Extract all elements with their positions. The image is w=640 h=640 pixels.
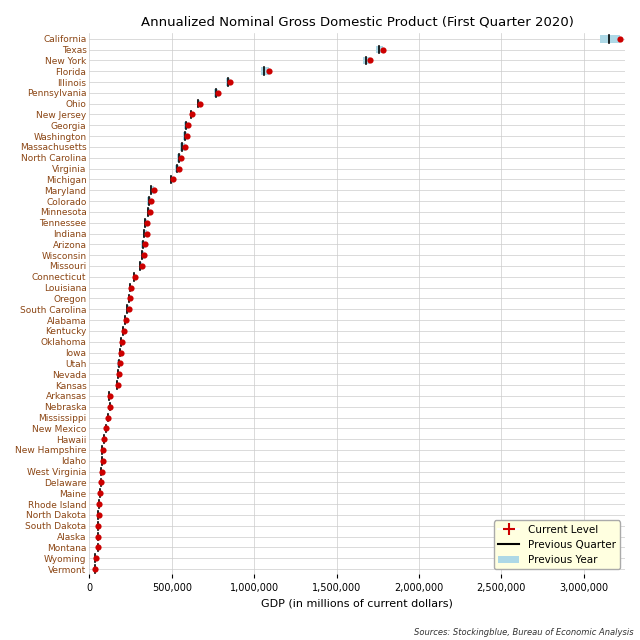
Bar [139,262,141,270]
Point [91,553,101,563]
Point [93,531,103,541]
Point [94,499,104,509]
Point [115,358,125,369]
Point [187,109,197,120]
Point [378,44,388,54]
Point [141,228,152,239]
Bar [175,165,179,172]
Point [145,207,155,217]
Bar [190,111,192,118]
X-axis label: GDP (in millions of current dollars): GDP (in millions of current dollars) [261,599,453,609]
Point [90,564,100,574]
Bar [180,143,185,151]
Bar [141,252,144,259]
Point [130,272,140,282]
Bar [105,424,106,432]
Bar [600,35,620,42]
Point [121,315,131,325]
Bar [143,219,147,227]
Bar [109,392,110,399]
Bar [99,490,100,497]
Legend: Current Level, Previous Quarter, Previous Year: Current Level, Previous Quarter, Previou… [494,520,620,569]
Point [149,185,159,195]
Point [125,293,135,303]
Bar [214,89,218,97]
Bar [117,360,120,367]
Point [139,250,149,260]
Bar [182,132,187,140]
Point [136,261,147,271]
Bar [150,186,154,194]
Bar [129,284,131,291]
Point [101,423,111,433]
Bar [363,56,371,64]
Bar [133,273,135,280]
Bar [147,197,151,205]
Bar [117,371,120,378]
Bar [226,78,230,86]
Bar [141,241,145,248]
Bar [100,479,101,486]
Point [365,55,376,65]
Point [126,282,136,292]
Point [95,488,105,499]
Bar [97,543,98,551]
Bar [109,403,110,410]
Point [93,542,103,552]
Bar [126,305,129,313]
Point [105,401,115,412]
Bar [97,532,98,540]
Point [116,348,126,358]
Bar [122,327,124,335]
Bar [170,175,173,183]
Point [195,99,205,109]
Point [99,434,109,444]
Point [103,412,113,422]
Point [225,77,236,87]
Bar [376,46,383,53]
Point [97,456,108,466]
Point [115,369,125,380]
Text: Sources: Stockingblue, Bureau of Economic Analysis: Sources: Stockingblue, Bureau of Economi… [414,628,634,637]
Bar [101,468,102,476]
Point [615,34,625,44]
Point [124,304,134,314]
Bar [143,230,147,237]
Point [182,131,192,141]
Point [173,163,184,173]
Point [180,142,190,152]
Bar [147,208,150,216]
Title: Annualized Nominal Gross Domestic Product (First Quarter 2020): Annualized Nominal Gross Domestic Produc… [141,15,573,28]
Point [93,510,104,520]
Bar [102,446,103,454]
Point [183,120,193,131]
Bar [116,381,118,389]
Bar [260,67,269,75]
Point [140,239,150,250]
Bar [120,349,121,356]
Bar [124,316,126,324]
Point [98,445,108,455]
Point [142,218,152,228]
Point [213,88,223,98]
Point [168,174,178,184]
Point [113,380,123,390]
Point [105,391,115,401]
Bar [98,522,99,529]
Bar [196,100,200,108]
Bar [177,154,181,161]
Point [176,153,186,163]
Bar [128,294,130,302]
Point [96,477,106,488]
Bar [120,338,122,346]
Point [93,520,104,531]
Point [117,337,127,347]
Point [97,467,107,477]
Point [146,196,156,206]
Point [264,66,275,76]
Point [119,326,129,336]
Bar [184,122,188,129]
